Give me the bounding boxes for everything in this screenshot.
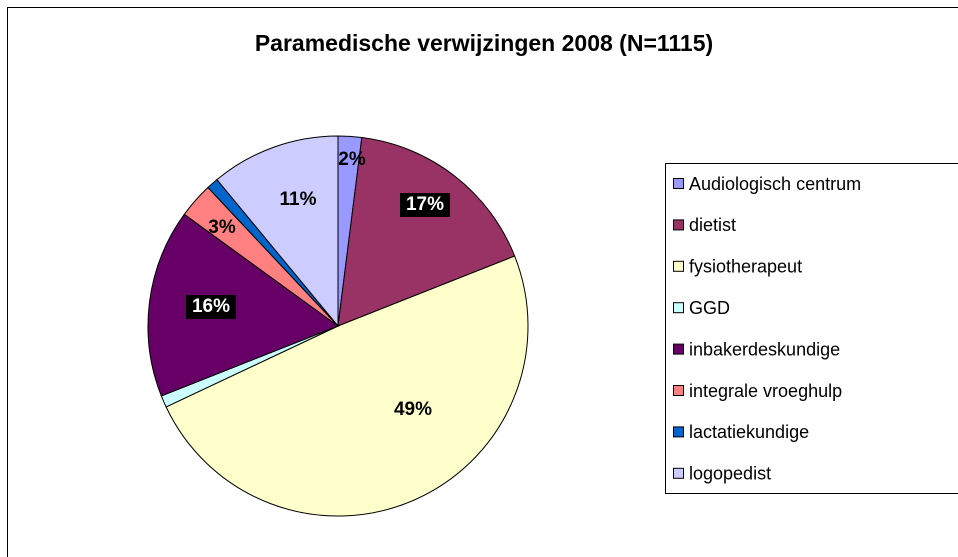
legend-swatch [673,260,684,272]
legend-swatch [673,178,684,189]
legend-label: lactatiekundige [689,422,809,442]
label-background [186,295,236,319]
legend-label: fysiotherapeut [689,257,802,277]
data-label: 11% [280,189,317,210]
data-label: 3% [208,217,236,238]
legend-label: inbakerdeskundige [689,339,840,359]
pie-slice [165,255,529,517]
data-label: 2% [338,149,366,170]
legend-swatch [673,343,684,355]
legend-swatch [673,467,684,479]
pie-slice [216,135,339,328]
legend-label: integrale vroeghulp [689,381,842,401]
pie-slice [147,213,340,397]
legend-label: Audiologisch centrum [689,174,861,194]
legend-label: GGD [689,298,730,318]
chart-title: Paramedische verwijzingen 2008 (N=1115) [255,30,713,56]
data-label: 16% [192,296,230,317]
legend-swatch [673,219,684,231]
data-label: 17% [406,194,444,215]
legend-label: dietist [689,215,736,235]
legend-swatch [673,302,684,314]
legend-box [665,163,958,494]
legend-swatch [673,426,684,438]
legend-label: logopedist [689,464,771,484]
legend-swatch [673,385,684,396]
data-label: 49% [394,399,432,420]
pie-slice [337,136,516,327]
label-background [400,193,450,217]
